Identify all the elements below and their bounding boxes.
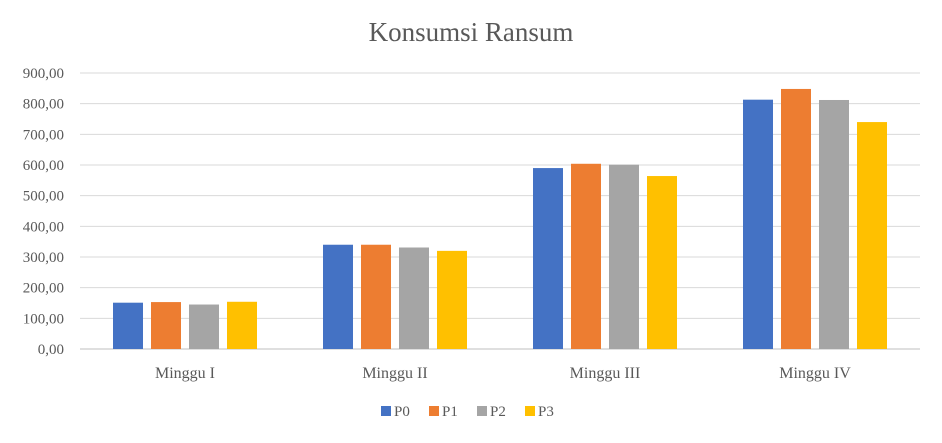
bar-p0-1 [113,302,143,349]
gridlines [80,72,920,350]
x-tick-label: Minggu II [362,365,427,382]
chart-title: Konsumsi Ransum [369,17,574,47]
legend-swatch-p2 [477,406,487,416]
bar-p2-1 [189,304,219,349]
x-tick-label: Minggu IV [779,365,851,382]
x-axis-tick-labels: Minggu I Minggu II Minggu III Minggu IV [155,365,851,382]
y-tick-label: 400,00 [23,219,64,235]
legend-label-p1: P1 [442,404,458,420]
legend-swatch-p0 [381,406,391,416]
bar-p2-4 [819,99,849,349]
bar-p3-2 [437,250,467,349]
y-tick-label: 500,00 [23,189,64,205]
bar-p3-4 [857,122,887,349]
bar-p0-4 [743,99,773,350]
legend-label-p2: P2 [490,404,506,420]
y-tick-label: 900,00 [23,66,64,82]
y-axis-tick-labels: 0,00 100,00 200,00 300,00 400,00 500,00 600,00… [23,66,64,358]
bar-p1-4 [781,88,811,350]
bar-p0-3 [533,168,563,349]
legend-swatch-p3 [525,406,535,416]
x-tick-label: Minggu III [570,365,641,382]
bar-p2-2 [399,247,429,349]
bar-p1-3 [571,163,601,349]
y-tick-label: 100,00 [23,311,64,327]
y-tick-label: 700,00 [23,127,64,143]
y-tick-label: 300,00 [23,250,64,266]
bar-p3-3 [647,176,677,349]
bar-p0-2 [323,244,353,349]
legend-label-p0: P0 [394,404,410,420]
x-tick-label: Minggu I [155,365,215,382]
legend-swatch-p1 [429,406,439,416]
bar-p3-1 [227,301,257,349]
legend-label-p3: P3 [538,404,554,420]
bar-p1-1 [151,302,181,349]
bar-p1-2 [361,244,391,349]
y-tick-label: 200,00 [23,281,64,297]
y-tick-label: 800,00 [23,97,64,113]
bars [113,88,887,350]
bar-p2-3 [609,164,639,349]
y-tick-label: 0,00 [38,342,64,358]
legend: P0 P1 P2 P3 [381,404,554,420]
y-tick-label: 600,00 [23,158,64,174]
